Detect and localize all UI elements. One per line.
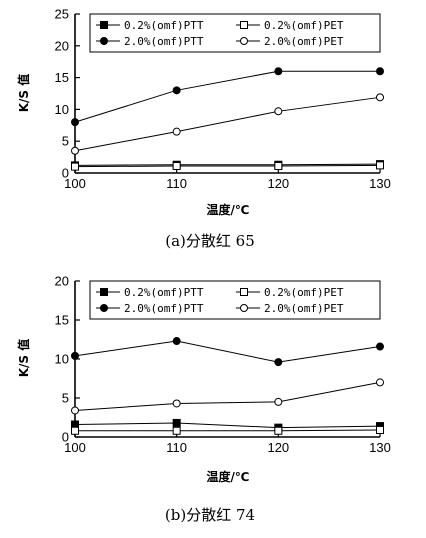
x-axis-label-b: 温度/℃ [207,469,250,484]
data-point [376,342,384,351]
data-point [274,162,283,171]
x-tick-label: 110 [166,176,187,191]
data-point [172,418,181,427]
series-line-3 [74,340,381,363]
data-point [274,107,283,116]
data-point [274,67,283,76]
legend-entry: 0.2%(omf)PTT [124,19,204,32]
series-line-4 [74,96,381,152]
legend-marker [240,304,248,312]
data-point [376,67,384,76]
y-tick-label: 10 [55,352,69,367]
chart-panel-a: K/S 值 温度/℃ (a)分散红 65 0 5 10 15 20 25 100 110 120… [16,7,391,251]
y-axis-label-b: K/S 值 [16,339,31,378]
x-axis-label-a: 温度/℃ [207,202,250,217]
legend-entry: 0.2%(omf)PET [264,19,344,32]
y-tick-label: 0 [62,166,69,181]
legend-marker [100,21,108,29]
data-point [274,358,283,367]
legend-entry: 0.2%(omf)PET [264,286,344,299]
x-tick-label: 130 [369,176,391,191]
series-line-4 [74,381,381,411]
caption-b: (b)分散红 74 [165,506,255,524]
data-point [376,93,384,102]
y-tick-label: 5 [62,391,69,406]
legend-marker [240,37,248,45]
x-tick-label: 130 [369,440,391,455]
data-point [274,426,283,435]
x-tick-label: 110 [166,440,187,455]
series-line-2 [75,429,381,432]
legend-marker [100,37,108,45]
data-point [71,351,79,360]
data-point [172,86,181,95]
y-tick-label: 15 [55,70,69,85]
y-tick-label: 10 [55,102,69,117]
legend-box [89,280,381,320]
x-tick-label: 120 [267,440,289,455]
legend-marker [100,288,108,296]
data-point [172,337,181,346]
legend-marker [240,21,248,29]
data-point [376,378,384,387]
y-tick-label: 0 [62,430,69,445]
data-point [274,397,283,406]
y-tick-label: 15 [55,313,69,328]
y-tick-label: 20 [55,274,69,289]
data-point [172,426,181,435]
y-tick-label: 20 [55,38,69,53]
series-line-3 [74,70,380,123]
data-point [71,118,79,127]
legend-marker [240,288,248,296]
legend-entry: 0.2%(omf)PTT [124,286,204,299]
legend-box [89,13,381,53]
data-point [172,399,181,408]
y-tick-label: 25 [55,7,69,22]
series-line-2 [74,164,381,168]
y-tick-label: 5 [62,134,69,149]
legend-entry: 2.0%(omf)PET [264,35,344,48]
data-point [71,406,79,415]
data-point [376,161,384,170]
x-tick-label: 100 [64,440,86,455]
chart-panel-b: K/S 值 温度/℃ (b)分散红 74 0 5 10 15 20 100 110 120 13… [16,274,391,525]
caption-a: (a)分散红 65 [165,232,255,250]
data-point [71,146,79,155]
x-tick-label: 120 [267,176,289,191]
data-point [71,426,79,435]
legend-marker [100,304,108,312]
y-axis-label-a: K/S 值 [16,74,31,113]
data-point [376,425,384,434]
legend-entry: 2.0%(omf)PET [264,302,344,315]
series-line-1 [74,422,381,429]
data-point [172,127,181,136]
data-point [172,162,181,171]
x-tick-label: 100 [64,176,86,191]
data-point [71,162,79,171]
legend-entry: 2.0%(omf)PTT [124,35,204,48]
legend-entry: 2.0%(omf)PTT [124,302,204,315]
series-line-1 [74,163,381,166]
